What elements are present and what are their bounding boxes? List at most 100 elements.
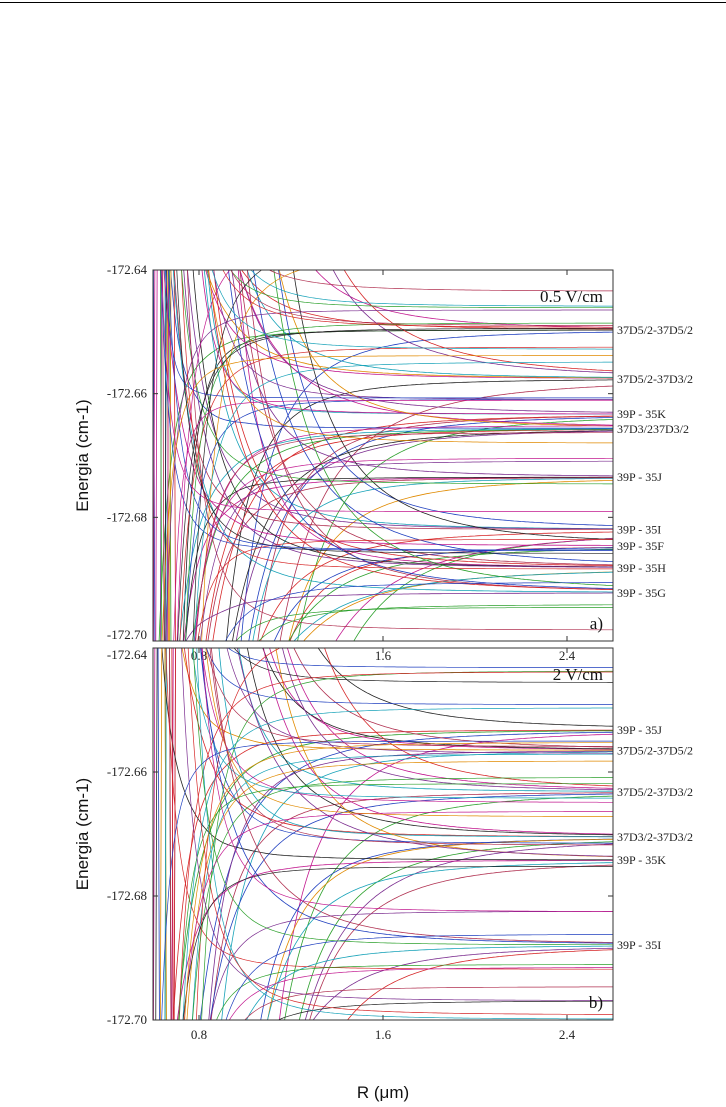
- asymptote-label: 37D3/237D3/2: [617, 422, 689, 436]
- asymptote-label: 37D5/2-37D3/2: [617, 785, 693, 799]
- series-line: [245, 945, 613, 1020]
- series-line: [164, 648, 613, 1020]
- panel-label: b): [589, 993, 603, 1012]
- series-line: [164, 648, 613, 1020]
- series-line: [166, 270, 613, 641]
- x-tick-label: 1.6: [375, 1027, 392, 1042]
- series-line: [153, 146, 613, 247]
- series-line: [185, 322, 613, 641]
- series-line: [173, 399, 613, 641]
- series-line: [239, 270, 613, 413]
- series-line: [153, 146, 613, 267]
- series-line: [343, 270, 613, 372]
- series-line: [250, 270, 613, 307]
- series-line: [165, 270, 613, 399]
- series-line: [228, 270, 613, 589]
- series-line: [226, 379, 613, 641]
- panel-b: 0.8 1.6 2.4 -172.64 -172.66 -172.68 -172.70 39P…: [73, 647, 693, 1102]
- series-line: [182, 707, 613, 1020]
- y-tick-label: -172.68: [107, 509, 147, 524]
- series-line: [169, 270, 613, 641]
- series-line: [209, 911, 613, 1020]
- x-tick-label: 2.4: [559, 1027, 576, 1042]
- series-line: [193, 457, 613, 641]
- series-line: [177, 730, 613, 1020]
- asymptote-label: 39P - 35K: [617, 407, 666, 421]
- series-line: [192, 270, 263, 641]
- series-line: [200, 648, 613, 844]
- series-line: [181, 270, 613, 485]
- series-line: [159, 270, 613, 641]
- series-line: [231, 270, 613, 477]
- series-line: [169, 270, 613, 641]
- series-line: [210, 792, 613, 1020]
- series-line: [246, 648, 613, 836]
- series-line: [293, 648, 613, 748]
- series-line: [176, 270, 613, 554]
- series-line: [213, 270, 613, 400]
- y-tick-label: -172.64: [107, 262, 148, 277]
- series-line: [164, 270, 613, 641]
- series-line: [165, 648, 613, 970]
- series-line: [155, 648, 613, 1020]
- series-line: [288, 548, 613, 641]
- series-line: [205, 429, 613, 641]
- series-line: [192, 270, 613, 568]
- series-line: [169, 648, 613, 1020]
- series-line: [153, 146, 613, 214]
- series-line: [230, 270, 613, 309]
- asymptote-label: 39P - 35J: [617, 470, 662, 484]
- series-line: [208, 270, 613, 590]
- series-line: [164, 648, 613, 1020]
- series-line: [161, 355, 613, 641]
- asymptote-label: 37D5/2-37D5/2: [617, 323, 693, 337]
- series-line: [267, 862, 613, 1020]
- panel-a: 0.8 1.6 2.4-172.64-172.66-172.68-172.7037D…: [73, 146, 693, 663]
- series-line: [205, 648, 613, 817]
- curves: [153, 648, 613, 1020]
- series-line: [273, 270, 613, 586]
- series-line: [197, 539, 613, 641]
- series-line: [185, 476, 613, 641]
- series-line: [179, 428, 613, 641]
- series-line: [201, 648, 613, 912]
- series-line: [153, 146, 613, 263]
- series-line: [201, 270, 302, 641]
- y-tick-label: -172.64: [107, 647, 148, 662]
- x-tick-label: 2.4: [559, 648, 576, 663]
- series-line: [187, 270, 613, 530]
- series-line: [187, 648, 613, 1015]
- series-line: [200, 648, 613, 944]
- series-line: [225, 582, 613, 641]
- series-line: [192, 428, 613, 641]
- series-line: [191, 648, 613, 799]
- series-line: [183, 811, 613, 1020]
- series-line: [304, 843, 613, 1020]
- series-line: [268, 270, 613, 292]
- y-tick-label: -172.68: [107, 888, 147, 903]
- series-line: [199, 460, 613, 641]
- series-line: [277, 1000, 613, 1020]
- series-line: [232, 430, 613, 641]
- series-line: [176, 860, 613, 1020]
- series-line: [160, 270, 613, 551]
- series-line: [227, 648, 613, 668]
- panel-label: a): [590, 614, 603, 633]
- series-line: [216, 964, 613, 1020]
- series-line: [169, 648, 613, 1020]
- series-line: [173, 648, 613, 1020]
- series-line: [181, 270, 613, 570]
- series-line: [211, 270, 613, 350]
- series-line: [179, 346, 613, 641]
- series-line: [186, 270, 613, 631]
- series-line: [178, 671, 613, 1020]
- series-line: [168, 270, 613, 551]
- y-axis-label: Energia (cm-1): [73, 778, 92, 890]
- asymptote-label: 39P - 35G: [617, 586, 666, 600]
- x-tick-label: 1.6: [375, 648, 392, 663]
- series-line: [161, 740, 613, 1020]
- series-line: [205, 648, 613, 705]
- series-line: [207, 270, 613, 444]
- series-line: [206, 648, 613, 747]
- series-line: [335, 538, 613, 641]
